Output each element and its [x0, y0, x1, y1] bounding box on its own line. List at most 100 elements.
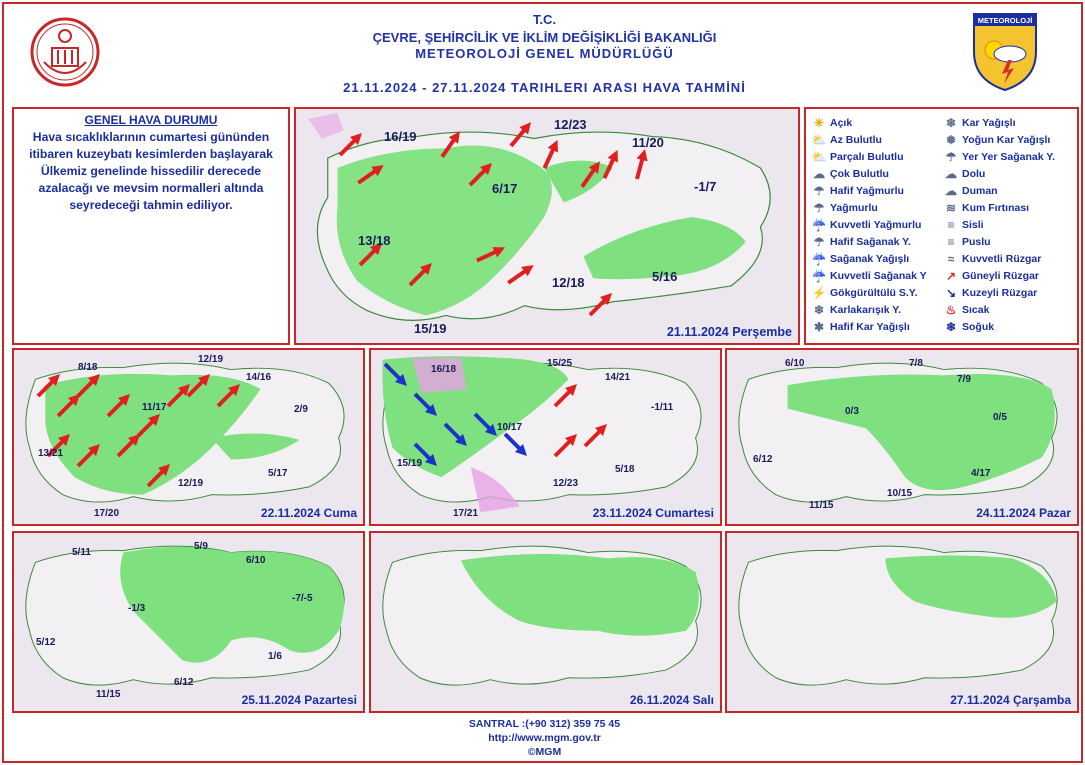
temp-label: 6/17	[492, 181, 518, 196]
turkey-map	[308, 112, 771, 321]
fog-icon: ≡	[947, 218, 955, 232]
legend-label: Çok Bulutlu	[830, 168, 889, 180]
turkey-map	[382, 545, 702, 686]
partly-cloudy-icon: ⛅	[811, 150, 827, 164]
map-friday: 8/18 12/19 14/16 11/17 2/9 13/21 5/17 12…	[12, 348, 365, 526]
north-wind-icon	[413, 392, 437, 416]
temp-label: 15/19	[414, 321, 447, 336]
north-wind-icon	[473, 412, 497, 436]
arrow-layer	[371, 350, 720, 524]
map-thursday: 16/19 12/23 11/20 6/17 -1/7 13/18 12/18 …	[294, 107, 800, 345]
south-wind-icon	[146, 464, 170, 488]
legend-label: Kum Fırtınası	[962, 202, 1030, 214]
south-wind-icon	[408, 263, 432, 287]
temp-label: 12/18	[552, 275, 585, 290]
general-weather-panel: GENEL HAVA DURUMU Hava sıcaklıklarının c…	[12, 107, 290, 345]
south-wind-icon	[588, 293, 612, 317]
legend-label: Kuvvetli Rüzgar	[962, 253, 1042, 265]
turkey-map	[25, 362, 345, 503]
north-wind-icon	[383, 362, 407, 386]
legend-item: ❄ Soğuk	[944, 319, 994, 335]
temp-label: 16/19	[384, 129, 417, 144]
legend-item: ↘ Kuzeyli Rüzgar	[944, 285, 1037, 301]
legend-item: ≋ Kum Fırtınası	[944, 200, 1029, 216]
legend-item: ☁ Çok Bulutlu	[812, 166, 889, 182]
footer-phone: SANTRAL :(+90 312) 359 75 45	[468, 718, 621, 730]
south-wind-icon	[553, 384, 577, 408]
general-weather-text: Hava sıcaklıklarının cumartesi gününden …	[29, 130, 273, 212]
south-wind-icon	[166, 384, 190, 408]
south-wind-icon	[56, 394, 80, 418]
legend-label: Yağmurlu	[830, 202, 878, 214]
map-date: 27.11.2024 Çarşamba	[950, 693, 1071, 707]
header: T.C. ÇEVRE, ŞEHİRCİLİK VE İKLİM DEĞİŞİKL…	[4, 4, 1085, 104]
temp-label: 6/12	[174, 677, 194, 688]
ministry-seal-logo	[30, 17, 100, 87]
legend-label: Sisli	[962, 219, 984, 231]
map-wednesday: 27.11.2024 Çarşamba	[725, 531, 1079, 713]
north-wind-icon	[413, 442, 437, 466]
snow-icon: ❄	[945, 116, 957, 130]
temp-label: 7/8	[909, 358, 923, 369]
legend-label: Güneyli Rüzgar	[962, 270, 1040, 282]
legend-item: ☔ Kuvvetli Yağmurlu	[812, 217, 922, 233]
legend-item: ≡ Sisli	[944, 217, 984, 233]
map-saturday: 16/18 15/25 14/21 -1/11 10/17 15/19 5/18…	[369, 348, 722, 526]
temp-label: 5/11	[72, 547, 91, 558]
footer-copyright: ©MGM	[527, 746, 562, 758]
forecast-period: 21.11.2024 - 27.11.2024 TARIHLERI ARASI …	[343, 80, 746, 95]
map-date: 23.11.2024 Cumartesi	[592, 506, 714, 520]
temp-label: -1/3	[128, 603, 146, 614]
legend-label: Kuvvetli Sağanak Y	[830, 270, 927, 282]
temp-label: 11/17	[142, 402, 167, 413]
south-wind-icon	[338, 133, 362, 157]
footer: SANTRAL :(+90 312) 359 75 45 http://www.…	[4, 717, 1085, 759]
meteoroloji-shield-logo: METEOROLOJİ	[973, 13, 1037, 92]
legend-label: Duman	[962, 185, 998, 197]
temp-label: 13/18	[358, 233, 391, 248]
legend-item: ⛅ Parçalı Bulutlu	[812, 149, 904, 165]
sun-icon: ☀	[813, 116, 825, 130]
south-wind-icon	[136, 414, 160, 438]
legend-label: Sağanak Yağışlı	[830, 253, 910, 265]
footer-url[interactable]: http://www.mgm.gov.tr	[488, 732, 601, 744]
temp-label: -1/7	[694, 179, 717, 194]
south-wind-icon	[580, 161, 600, 188]
cold-icon: ❄	[945, 320, 957, 334]
temp-label: 6/10	[246, 555, 266, 566]
temp-label: 14/21	[605, 372, 631, 383]
temp-label: 6/10	[785, 358, 805, 369]
south-wind-icon	[583, 424, 607, 448]
north-wind-icon: ↘	[945, 286, 957, 300]
temp-label: 1/6	[268, 651, 282, 662]
legend-item: ☔ Kuvvetli Sağanak Y	[812, 268, 927, 284]
sandstorm-icon: ≋	[945, 201, 957, 215]
legend-item: ☂ Yer Yer Sağanak Y.	[944, 149, 1055, 165]
heavy-snow-icon: ❅	[945, 133, 957, 147]
map-tuesday: 26.11.2024 Salı	[369, 531, 722, 713]
temp-label: 12/23	[553, 478, 579, 489]
shower-icon: ☔	[811, 252, 827, 266]
legend-label: Soğuk	[962, 321, 995, 333]
south-wind-icon	[440, 131, 460, 158]
hail-icon: ☁	[945, 167, 957, 181]
south-wind-icon	[46, 434, 70, 458]
legend-label: Karlakarışık Y.	[830, 304, 902, 316]
south-wind-icon	[553, 434, 577, 458]
temp-label: 13/21	[38, 448, 64, 459]
legend-label: Yer Yer Sağanak Y.	[962, 151, 1056, 163]
south-wind-icon	[116, 434, 140, 458]
temp-label: 16/18	[431, 364, 457, 375]
legend-label: Kuzeyli Rüzgar	[962, 287, 1038, 299]
south-wind-icon	[476, 247, 506, 263]
temp-label: 11/15	[96, 689, 121, 700]
legend-label: Puslu	[962, 236, 991, 248]
strong-wind-icon: ≈	[947, 252, 955, 266]
south-wind-icon	[76, 374, 100, 398]
legend-label: Sıcak	[962, 304, 990, 316]
map-monday: 5/11 5/9 6/10 -1/3 -7/-5 5/12 1/6 6/12 1…	[12, 531, 365, 713]
south-wind-icon	[635, 148, 648, 180]
legend-label: Hafif Sağanak Y.	[830, 236, 911, 248]
heavy-shower-icon: ☔	[811, 269, 827, 283]
legend-item: ☁ Duman	[944, 183, 998, 199]
